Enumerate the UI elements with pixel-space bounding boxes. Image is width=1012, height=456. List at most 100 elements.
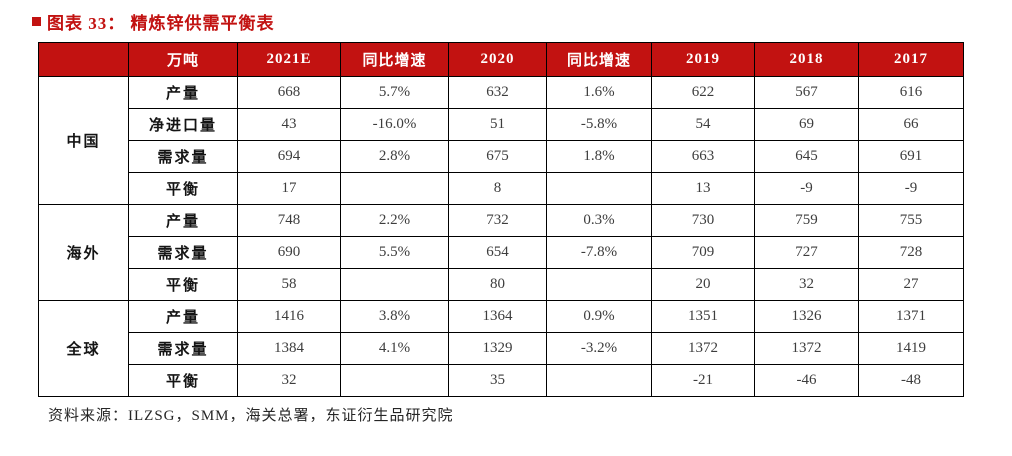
value-cell: 1384	[237, 332, 341, 365]
region-group-cell: 中国	[38, 76, 129, 205]
figure-caption: 图表 33： 精炼锌供需平衡表	[32, 9, 275, 34]
metric-label-cell: 需求量	[128, 332, 238, 365]
table-row: 海外 产量 748 2.2% 732 0.3% 730 759 755	[38, 204, 964, 301]
value-cell: 27	[858, 268, 964, 301]
value-cell: 654	[448, 236, 547, 269]
value-cell: 1416	[237, 300, 341, 333]
metric-label-cell: 需求量	[128, 140, 238, 173]
table-row: 净进口量 43 -16.0% 51 -5.8% 54 69 66	[39, 108, 964, 141]
value-cell: -46	[754, 364, 859, 397]
value-cell: 759	[754, 204, 859, 237]
value-cell: 1372	[754, 332, 859, 365]
value-cell: 616	[858, 76, 964, 109]
value-cell: 690	[237, 236, 341, 269]
table-row: 需求量 690 5.5% 654 -7.8% 709 727 728	[39, 236, 964, 269]
value-cell: 69	[754, 108, 859, 141]
source-line: 资料来源：ILZSG，SMM，海关总署，东证衍生品研究院	[48, 408, 454, 424]
value-cell: 645	[754, 140, 859, 173]
table-row: 全球 产量 1416 3.8% 1364 0.9% 1351 1326 1371	[38, 300, 964, 397]
value-cell: 663	[651, 140, 755, 173]
value-cell: 1326	[754, 300, 859, 333]
metric-label-cell: 平衡	[128, 364, 238, 397]
figure-caption-text: 图表 33： 精炼锌供需平衡表	[47, 14, 275, 33]
value-cell: 1419	[858, 332, 964, 365]
value-cell: -3.2%	[546, 332, 652, 365]
value-cell: 2.8%	[340, 140, 449, 173]
value-cell: 1329	[448, 332, 547, 365]
header-cell: 2020	[448, 42, 547, 77]
value-cell: 66	[858, 108, 964, 141]
header-cell: 2018	[754, 42, 859, 77]
value-cell: -9	[858, 172, 964, 205]
value-cell: 1351	[651, 300, 755, 333]
value-cell: 8	[448, 172, 547, 205]
balance-table-head: 万吨 2021E 同比增速 2020 同比增速 2019 2018 2017	[38, 42, 964, 77]
value-cell	[340, 268, 449, 301]
value-cell: 1371	[858, 300, 964, 333]
value-cell: 727	[754, 236, 859, 269]
metric-label-cell: 平衡	[128, 268, 238, 301]
value-cell: 675	[448, 140, 547, 173]
value-cell: 43	[237, 108, 341, 141]
value-cell: 3.8%	[340, 300, 449, 333]
value-cell: 694	[237, 140, 341, 173]
value-cell: 748	[237, 204, 341, 237]
value-cell: 567	[754, 76, 859, 109]
value-cell: 0.3%	[546, 204, 652, 237]
value-cell	[340, 172, 449, 205]
value-cell: 755	[858, 204, 964, 237]
header-row: 万吨 2021E 同比增速 2020 同比增速 2019 2018 2017	[38, 42, 964, 77]
balance-table: 万吨 2021E 同比增速 2020 同比增速 2019 2018 2017 中国 产量 668 5…	[38, 42, 964, 397]
value-cell: 20	[651, 268, 755, 301]
value-cell: 732	[448, 204, 547, 237]
balance-table-body: 中国 产量 668 5.7% 632 1.6% 622 567 616 净进口量 43 -16.0% 5…	[38, 76, 964, 397]
value-cell: 1.8%	[546, 140, 652, 173]
value-cell	[546, 268, 652, 301]
table-row: 需求量 694 2.8% 675 1.8% 663 645 691	[39, 140, 964, 173]
value-cell: 691	[858, 140, 964, 173]
header-cell: 同比增速	[340, 42, 449, 77]
value-cell: 0.9%	[546, 300, 652, 333]
value-cell: 58	[237, 268, 341, 301]
value-cell: 2.2%	[340, 204, 449, 237]
value-cell: 1372	[651, 332, 755, 365]
value-cell: 32	[754, 268, 859, 301]
metric-label-cell: 产量	[128, 76, 238, 109]
table-row: 需求量 1384 4.1% 1329 -3.2% 1372 1372 1419	[39, 332, 964, 365]
value-cell: -48	[858, 364, 964, 397]
header-cell-corner	[38, 42, 129, 77]
value-cell: 32	[237, 364, 341, 397]
table-row: 平衡 58 80 20 32 27	[39, 268, 964, 301]
value-cell: -21	[651, 364, 755, 397]
metric-label-cell: 平衡	[128, 172, 238, 205]
value-cell: 17	[237, 172, 341, 205]
header-cell: 2017	[858, 42, 964, 77]
value-cell: 709	[651, 236, 755, 269]
value-cell: -16.0%	[340, 108, 449, 141]
value-cell: -9	[754, 172, 859, 205]
value-cell	[546, 364, 652, 397]
value-cell: 730	[651, 204, 755, 237]
value-cell: 13	[651, 172, 755, 205]
value-cell: 35	[448, 364, 547, 397]
value-cell: 622	[651, 76, 755, 109]
header-cell: 2021E	[237, 42, 341, 77]
value-cell: 1364	[448, 300, 547, 333]
table-row: 平衡 32 35 -21 -46 -48	[39, 364, 964, 397]
metric-label-cell: 需求量	[128, 236, 238, 269]
header-cell: 2019	[651, 42, 755, 77]
value-cell: 5.7%	[340, 76, 449, 109]
value-cell: 668	[237, 76, 341, 109]
value-cell: 51	[448, 108, 547, 141]
region-group-cell: 海外	[38, 204, 129, 301]
value-cell	[340, 364, 449, 397]
region-group-cell: 全球	[38, 300, 129, 397]
metric-label-cell: 净进口量	[128, 108, 238, 141]
value-cell: -5.8%	[546, 108, 652, 141]
value-cell: 728	[858, 236, 964, 269]
table-row: 中国 产量 668 5.7% 632 1.6% 622 567 616	[38, 76, 964, 205]
header-cell: 万吨	[128, 42, 238, 77]
value-cell: 632	[448, 76, 547, 109]
metric-label-cell: 产量	[128, 204, 238, 237]
value-cell: 1.6%	[546, 76, 652, 109]
